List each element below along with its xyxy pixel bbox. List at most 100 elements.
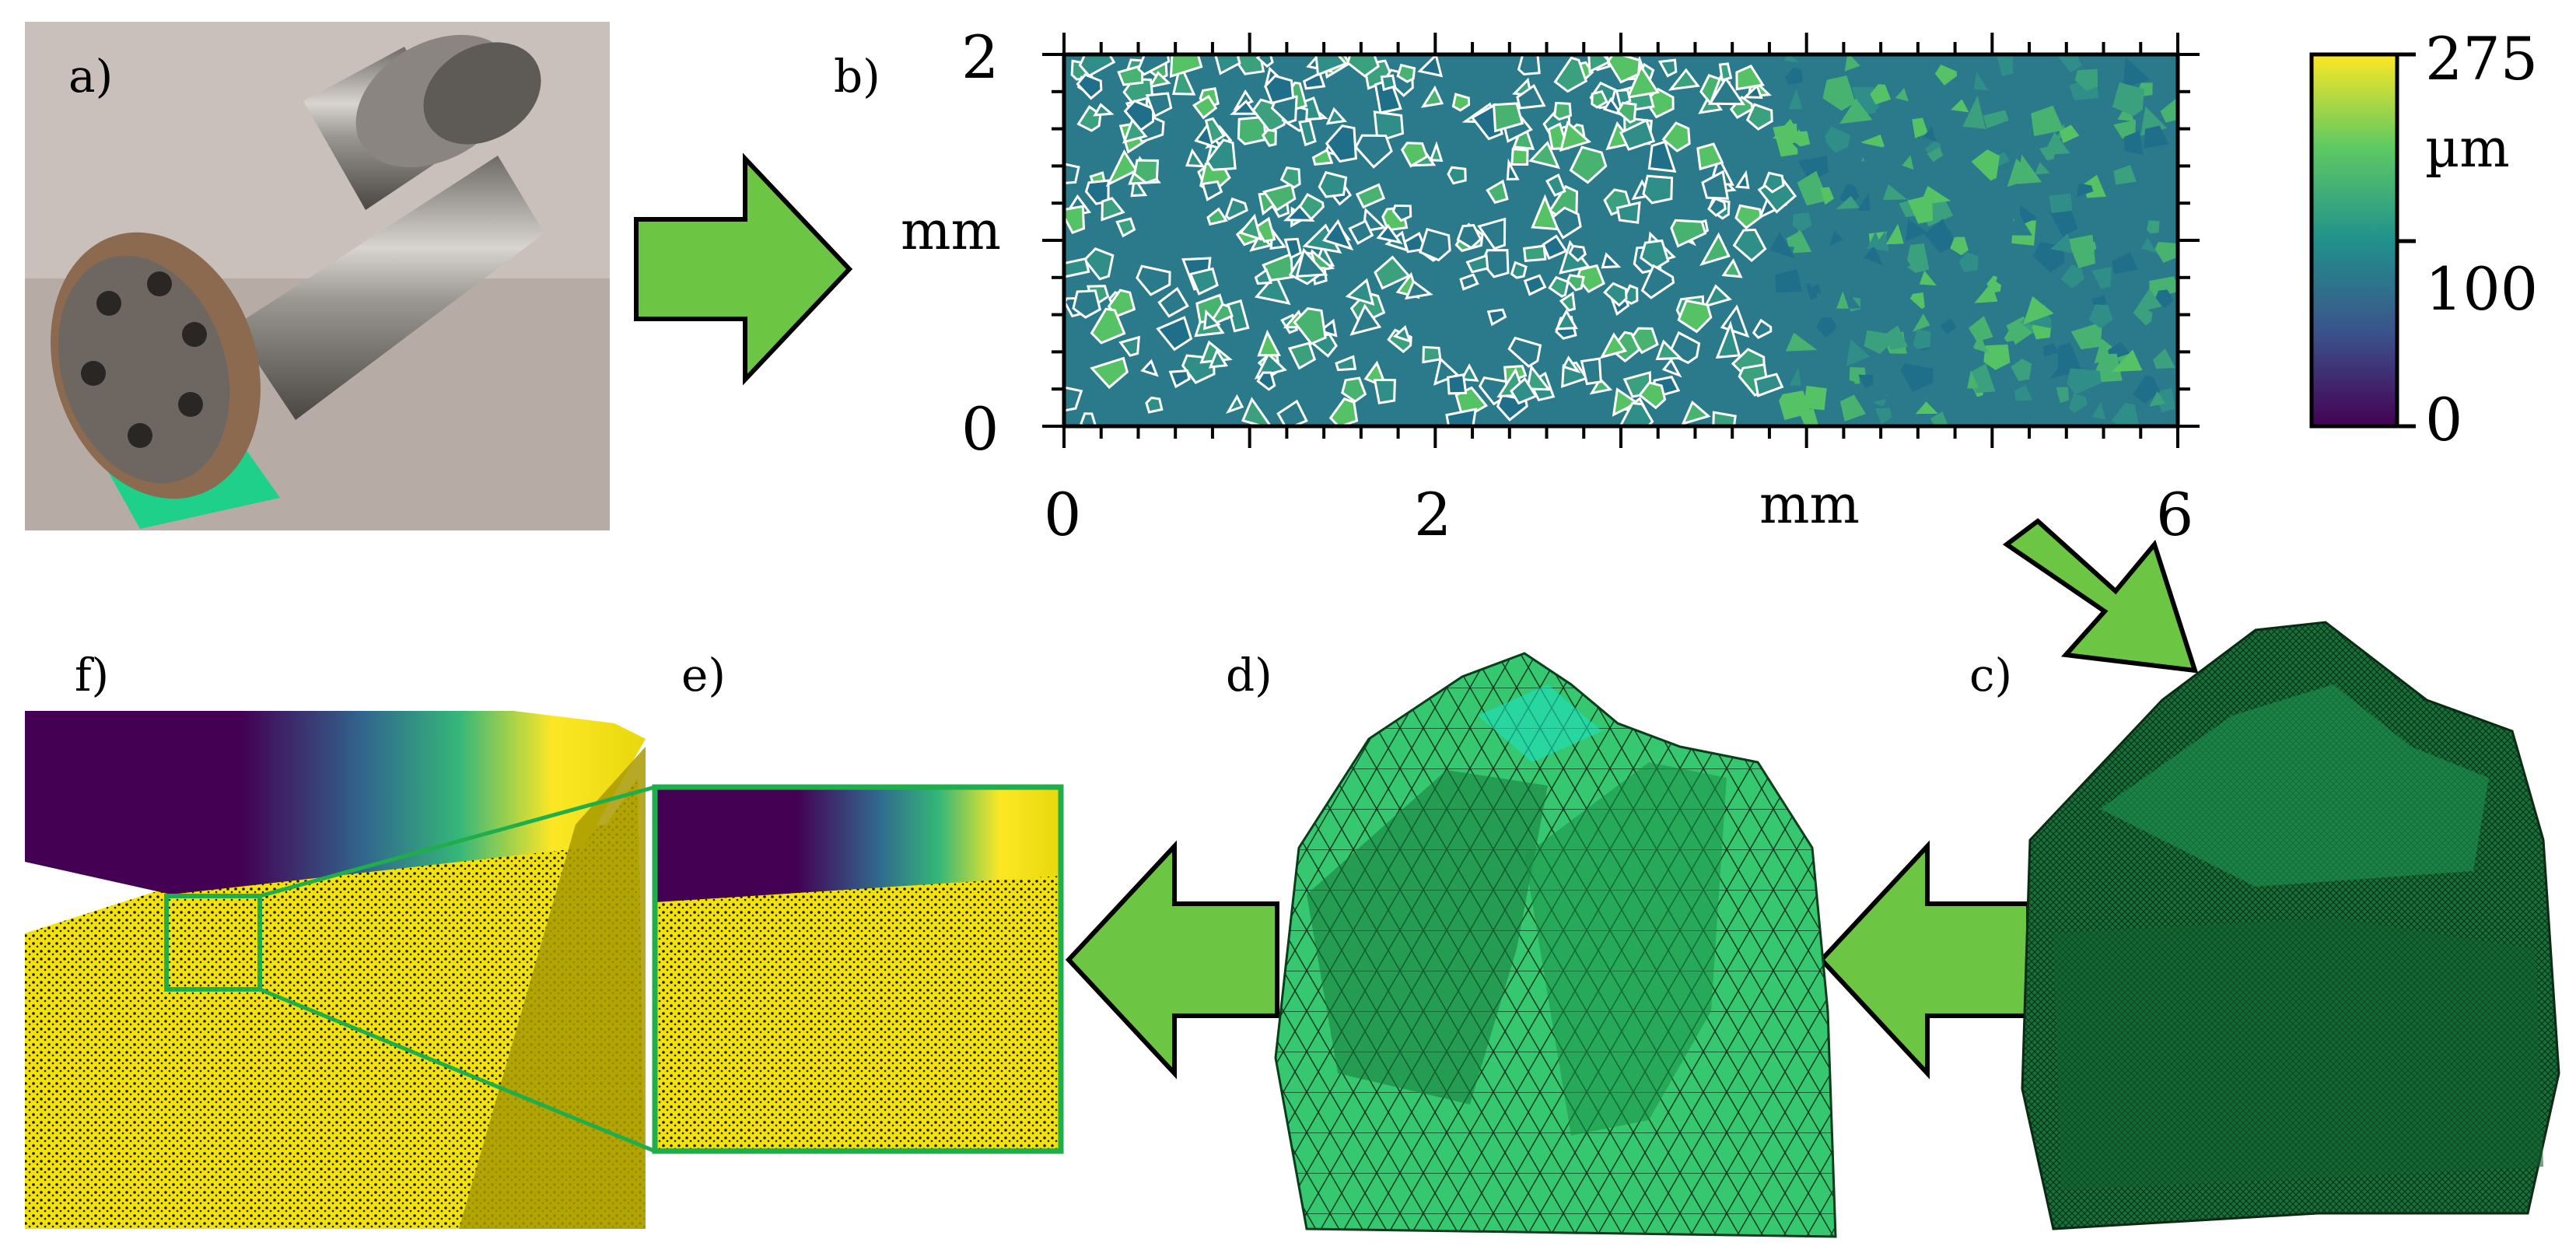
- y-tick-2: 2: [961, 23, 999, 92]
- grain: [1589, 376, 1613, 395]
- grain: [2074, 68, 2098, 91]
- grain: [1526, 364, 1552, 391]
- grain: [1555, 309, 1578, 331]
- grain: [1996, 272, 2019, 292]
- grain: [1335, 355, 1357, 372]
- grain: [1794, 306, 1820, 321]
- grain: [1256, 371, 1276, 391]
- grain: [1885, 223, 1904, 245]
- grain: [1822, 75, 1856, 111]
- grain: [1261, 128, 1277, 148]
- panel-label-c: c): [1969, 649, 2012, 702]
- grain: [1392, 325, 1412, 343]
- grain: [2091, 401, 2106, 420]
- grain: [1601, 252, 1622, 269]
- grain: [1101, 197, 1125, 222]
- grain: [1775, 269, 1802, 293]
- arrow-a-to-b: [634, 152, 853, 386]
- grain: [1962, 96, 1986, 129]
- grain: [1355, 183, 1386, 209]
- panel-label-e: e): [681, 649, 726, 702]
- heightmap-ticks: [1042, 33, 2200, 448]
- grain: [1422, 345, 1442, 364]
- grain: [1839, 98, 1873, 124]
- zoom-connector-bottom: [259, 987, 656, 1153]
- grain: [1762, 171, 1785, 194]
- grinding-wheel: [51, 232, 261, 499]
- grain: [1429, 141, 1444, 162]
- grain: [1836, 211, 1864, 235]
- grain: [1997, 152, 2011, 167]
- grain: [1349, 303, 1382, 336]
- grain: [1140, 359, 1159, 377]
- grain: [2032, 324, 2052, 340]
- grain: [1971, 149, 2000, 181]
- grain: [1615, 201, 1641, 224]
- grain: [1400, 142, 1429, 168]
- grain: [1983, 110, 2009, 129]
- grain: [1912, 117, 1928, 138]
- grain: [1456, 224, 1482, 250]
- grain: [1858, 374, 1874, 389]
- grain: [2154, 242, 2178, 263]
- grain: [1510, 261, 1528, 279]
- grain: [1951, 99, 1969, 113]
- grain: [1983, 344, 2011, 370]
- grain: [1147, 71, 1171, 89]
- grain: [1559, 291, 1577, 312]
- grain: [1839, 184, 1860, 205]
- grain: [1902, 155, 1914, 170]
- grain: [1973, 72, 1989, 91]
- grain: [1885, 325, 1908, 350]
- grain: [1874, 408, 1892, 425]
- grain: [1839, 394, 1866, 422]
- grain: [2133, 375, 2161, 404]
- grain: [2144, 125, 2169, 149]
- grain: [1753, 373, 1784, 397]
- grain: [2031, 105, 2064, 137]
- grain: [2111, 402, 2139, 426]
- grain: [1940, 318, 1957, 334]
- grain: [1145, 92, 1173, 118]
- grain: [1935, 229, 1954, 243]
- grain: [1915, 401, 1938, 415]
- grain: [1420, 85, 1444, 108]
- grain: [2091, 266, 2112, 289]
- grain: [1374, 78, 1402, 114]
- grain-field: [1064, 54, 2178, 426]
- colorbar-tick-100: 100: [2425, 254, 2538, 324]
- grain: [1417, 54, 1444, 78]
- colorbar-tick-0: 0: [2425, 385, 2462, 454]
- grain: [2094, 353, 2123, 383]
- grain: [1745, 103, 1773, 131]
- grain: [1822, 240, 1853, 265]
- grain: [1783, 54, 1800, 63]
- grain: [1531, 194, 1559, 231]
- grain: [1576, 264, 1605, 293]
- grain: [1599, 332, 1628, 359]
- grain: [2042, 343, 2059, 357]
- grain: [1811, 132, 1827, 154]
- grain: [1122, 117, 1148, 144]
- grain: [1602, 96, 1624, 117]
- panel-a-photo: [25, 22, 610, 530]
- grain: [1136, 264, 1171, 296]
- arrow-c-to-d: [1818, 840, 2031, 1080]
- grain: [1699, 232, 1731, 267]
- grain: [2141, 237, 2158, 254]
- grain: [1433, 356, 1460, 386]
- grain: [2050, 233, 2073, 254]
- grain: [1132, 159, 1160, 184]
- grain: [1895, 88, 1909, 102]
- grain: [1115, 217, 1136, 238]
- grain: [1785, 332, 1818, 352]
- grain: [1064, 163, 1080, 184]
- grain: [1404, 279, 1433, 300]
- grain: [2149, 276, 2178, 299]
- grain: [1640, 264, 1675, 299]
- grain: [2023, 296, 2054, 325]
- grain: [1829, 230, 1843, 247]
- x-tick-0: 0: [1044, 480, 1081, 549]
- grain: [2057, 342, 2084, 376]
